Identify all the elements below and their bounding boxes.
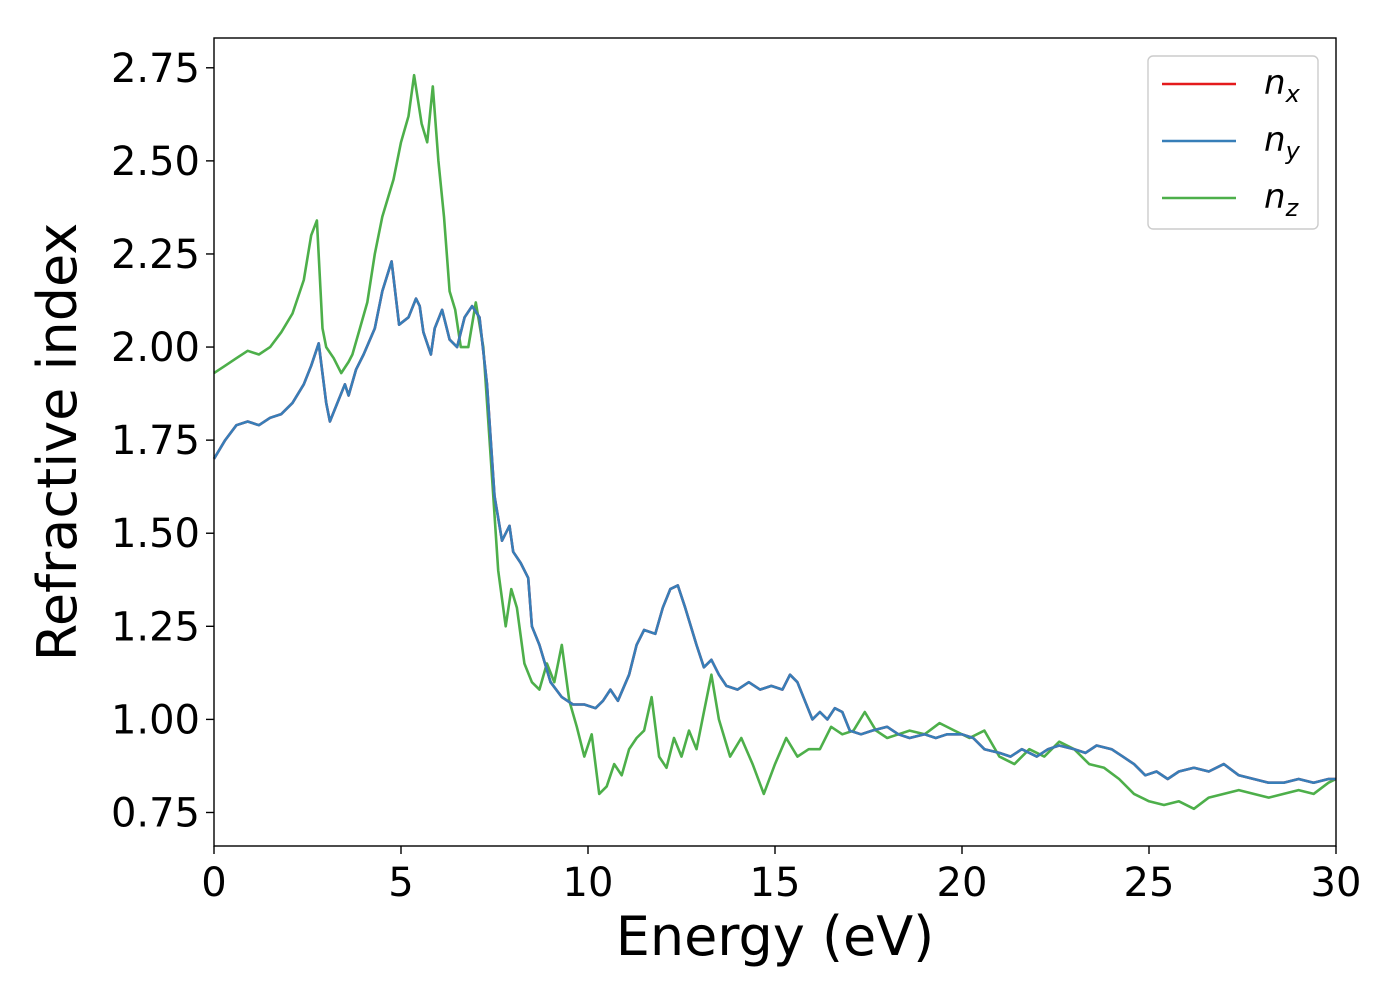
x-tick-label: 20 bbox=[937, 860, 988, 906]
x-tick-label: 0 bbox=[201, 860, 226, 906]
y-tick-label: 1.75 bbox=[111, 418, 200, 464]
x-tick-label: 25 bbox=[1124, 860, 1175, 906]
legend-label-base: n bbox=[1264, 120, 1286, 160]
legend-label-base: n bbox=[1264, 63, 1286, 103]
y-tick-label: 0.75 bbox=[111, 790, 200, 836]
y-axis-ticks: 0.75 1.00 1.25 1.50 1.75 2.00 2.25 2.50 2.75 bbox=[111, 46, 214, 836]
y-tick-label: 2.50 bbox=[111, 139, 200, 185]
y-tick-label: 2.00 bbox=[111, 325, 200, 371]
y-tick-label: 1.25 bbox=[111, 604, 200, 650]
series-line-nz bbox=[213, 73, 1337, 811]
x-tick-label: 10 bbox=[563, 860, 614, 906]
x-tick-label: 30 bbox=[1311, 860, 1362, 906]
x-tick-label: 5 bbox=[388, 860, 413, 906]
x-axis-label: Energy (eV) bbox=[616, 905, 935, 968]
y-tick-label: 1.50 bbox=[111, 511, 200, 557]
legend-label-nx: nx bbox=[1264, 63, 1301, 108]
legend-label-base: n bbox=[1264, 177, 1286, 217]
legend-label-subscript: z bbox=[1285, 194, 1300, 222]
y-tick-label: 1.00 bbox=[111, 697, 200, 743]
y-tick-label: 2.25 bbox=[111, 232, 200, 278]
legend-box bbox=[1147, 55, 1319, 230]
y-axis-label: Refractive index bbox=[26, 223, 89, 662]
x-tick-label: 15 bbox=[750, 860, 801, 906]
legend-label-ny: ny bbox=[1264, 120, 1301, 165]
legend-label-subscript: y bbox=[1285, 137, 1301, 165]
series-line-nx bbox=[212, 260, 1336, 784]
series-line-ny bbox=[212, 260, 1336, 784]
y-tick-label: 2.75 bbox=[111, 46, 200, 92]
legend-label-subscript: x bbox=[1285, 80, 1301, 108]
series-layer bbox=[212, 73, 1337, 811]
x-axis-ticks: 0 5 10 15 20 25 30 bbox=[201, 846, 1361, 906]
legend-label-nz: nz bbox=[1264, 177, 1300, 222]
